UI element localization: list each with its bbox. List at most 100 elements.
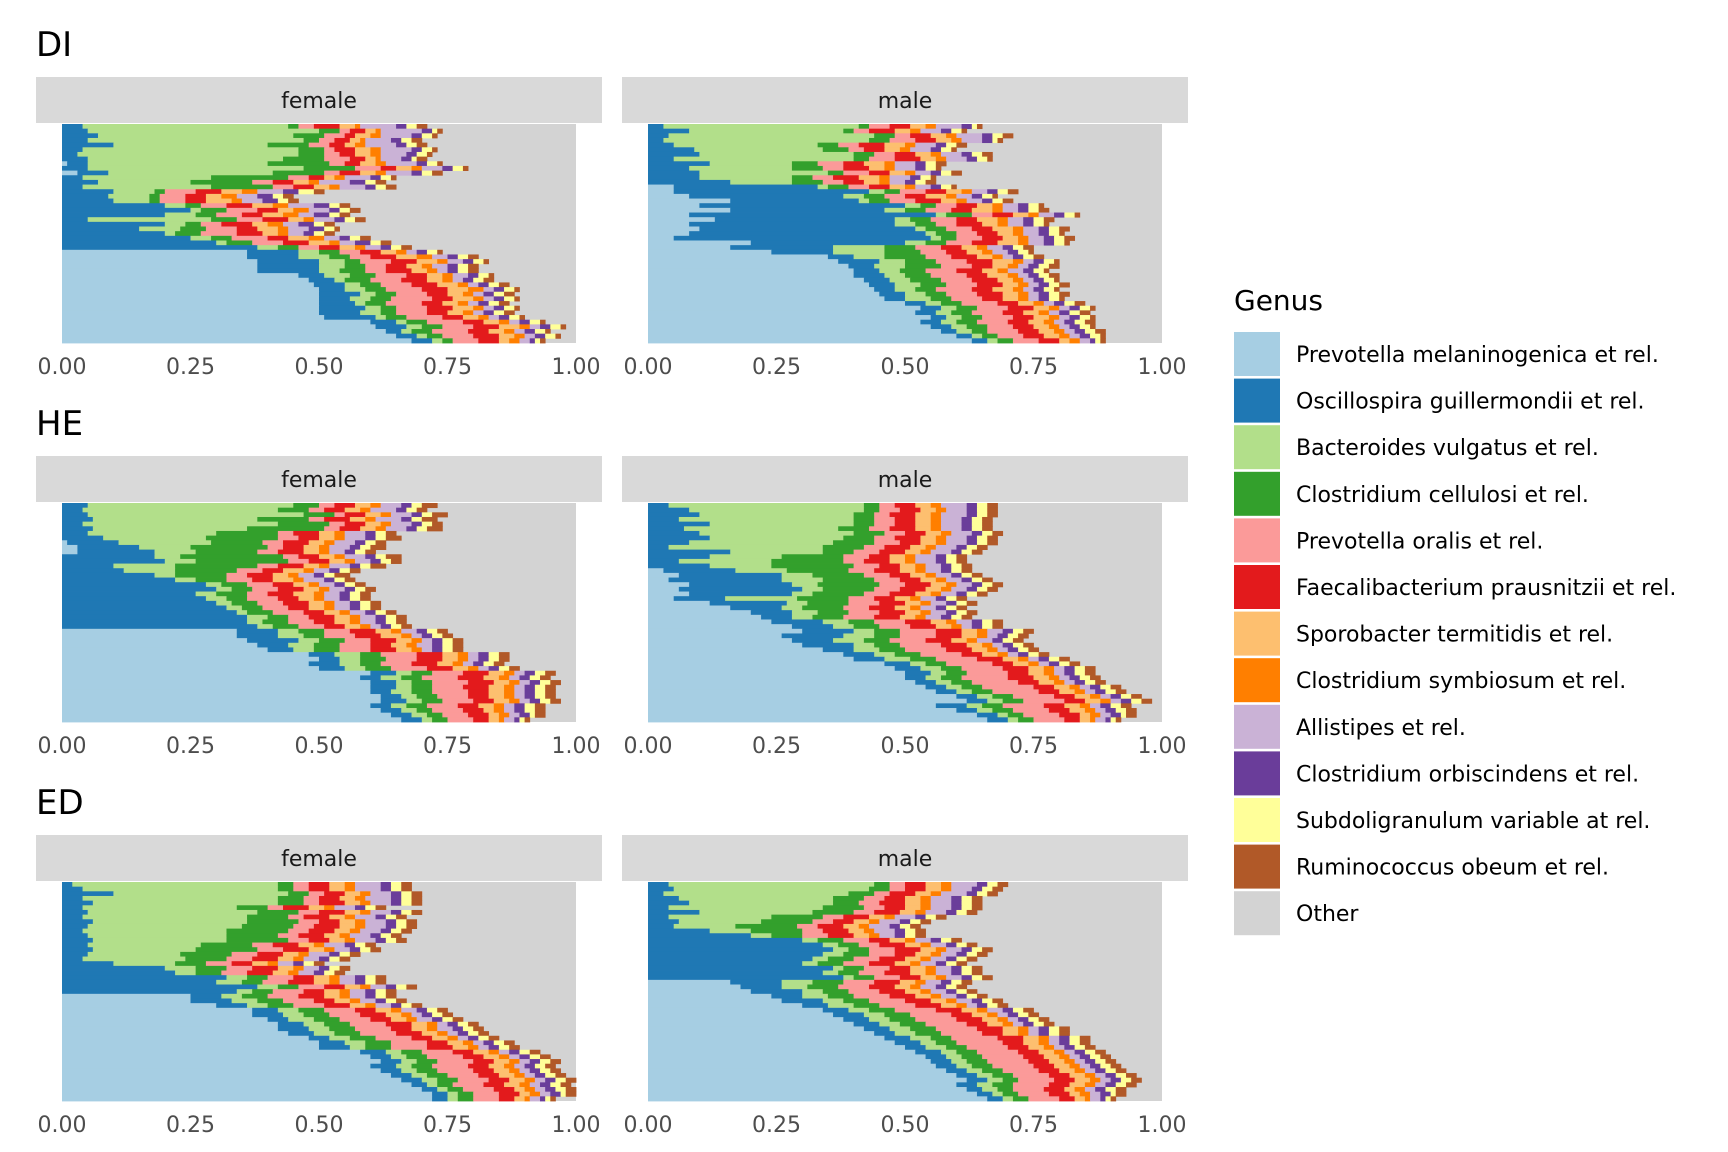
bar-segment [863,507,880,513]
bar-segment [62,315,325,321]
bar-segment [62,684,371,690]
bar-segment [313,231,325,237]
bar-segment [982,684,1034,690]
bar-segment [1048,231,1060,237]
bar-segment [951,1059,968,1065]
strip-label: female [281,468,357,493]
bar-segment [920,175,932,181]
bar-segment [863,179,880,185]
bar-segment [62,891,114,897]
x-tick-label: 0.50 [881,1113,930,1138]
bar-segment [473,296,484,302]
bar-segment [874,1031,896,1037]
bar-segment [339,184,366,190]
bar-segment [1023,217,1034,223]
bar-segment [411,156,418,162]
bar-segment [827,184,849,190]
bar-segment [935,1040,957,1046]
bar-segment [416,1068,438,1074]
bar-segment [946,226,973,232]
bar-segment [329,184,340,190]
bar-segment [997,217,1009,223]
bar-segment [905,895,921,902]
bar-segment [514,1087,525,1093]
bar-segment [324,540,335,546]
bar-segment [910,919,921,925]
bar-segment [1090,305,1096,311]
bar-segment [334,998,351,1004]
bar-segment [889,965,911,971]
legend-item: Ruminococcus obeum et rel. [1234,844,1609,889]
bar-segment [283,189,299,195]
bar-segment [421,1087,438,1093]
bar-segment [925,226,947,232]
bar-segment [478,1073,500,1079]
bar-segment [951,886,973,892]
bar-segment [396,319,407,325]
bar-segment [894,947,921,953]
bar-segment [62,661,310,667]
bar-segment [344,521,366,527]
bar-segment [385,301,423,307]
bar-segment [452,638,464,644]
bar-segment [982,947,993,953]
x-tick-label: 0.00 [624,734,673,759]
bar-segment [62,184,83,190]
bar-segment [452,296,474,302]
bar-segment [313,184,330,190]
bar-segment [113,891,289,897]
bar-segment [231,951,258,957]
bar-segment [62,1049,361,1055]
bar-segment [1115,689,1127,695]
bar-segment [185,198,207,204]
bar-segment [915,137,937,144]
bar-segment [894,951,916,957]
bar-segment [514,1073,525,1079]
bar-segment [432,1096,448,1102]
bar-segment [889,993,916,999]
bar-segment [879,647,906,653]
bar-segment [1038,652,1050,658]
bar-segment [648,628,803,634]
bar-segment [1007,633,1019,639]
bar-segment [935,540,947,546]
bar-segment [951,128,962,134]
bar-segment [802,1003,829,1009]
bar-segment [905,928,916,934]
bar-segment [1069,1091,1081,1097]
bar-segment [252,961,268,967]
bar-segment [1064,1049,1076,1055]
bar-segment [863,161,885,167]
bar-segment [545,1087,556,1093]
bar-segment [935,203,957,209]
bar-segment [349,296,371,302]
bar-segment [62,1091,433,1097]
bar-segment [1079,1040,1091,1046]
bar-segment [951,549,962,555]
bar-segment [648,1035,885,1041]
bar-segment [869,198,890,204]
bar-segment [802,933,829,939]
bar-segment [951,147,957,153]
bar-segment [349,128,366,134]
bar-segment [976,1003,988,1009]
bar-segment [925,161,937,167]
bar-segment [874,596,896,602]
bar-segment [920,984,937,990]
bar-segment [843,979,875,985]
bar-segment [750,240,906,246]
bar-segment [509,1049,520,1055]
bar-segment [915,245,942,251]
bar-segment [339,933,351,939]
bar-segment [277,521,330,527]
bar-segment [370,277,402,283]
bar-segment [1007,221,1024,227]
bar-segment [956,319,978,325]
bar-segment [349,1021,387,1027]
bar-segment [1033,1021,1045,1027]
bar-segment [529,1082,541,1088]
bar-segment [534,694,546,700]
bar-segment [699,203,906,209]
bar-segment [1084,1096,1091,1102]
